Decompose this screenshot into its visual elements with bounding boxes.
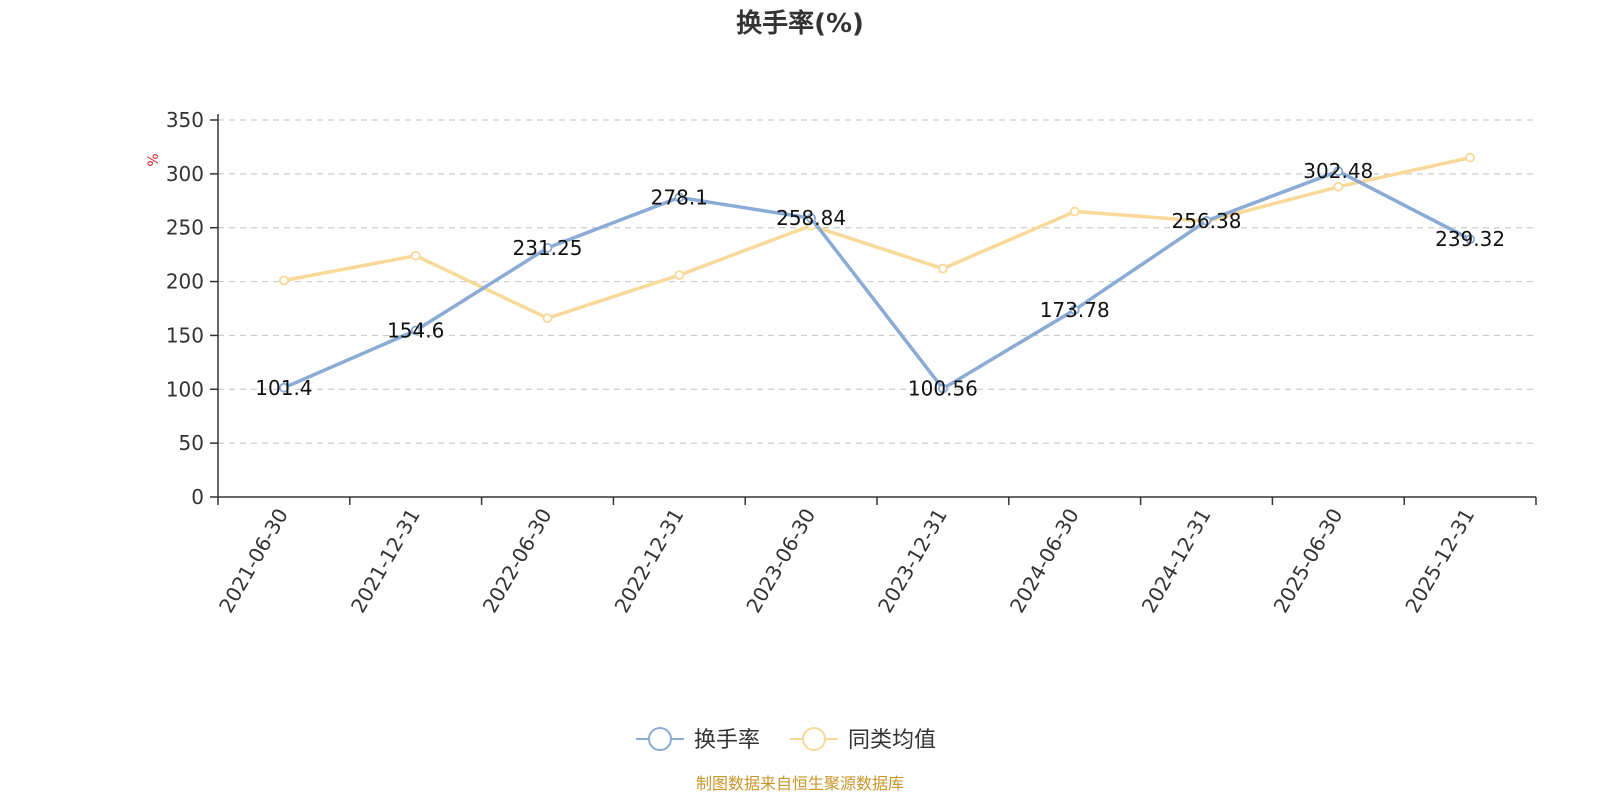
series-line-1 <box>283 155 1471 320</box>
data-point[interactable] <box>1333 166 1344 177</box>
data-point[interactable] <box>410 325 421 336</box>
data-point[interactable] <box>1069 206 1080 217</box>
series-line-0 <box>283 169 1471 391</box>
data-point[interactable] <box>674 270 685 281</box>
data-point[interactable] <box>806 213 816 224</box>
x-tick-label: 2024-12-31 <box>1137 504 1216 617</box>
data-label: 239.32 <box>1435 227 1505 251</box>
data-point[interactable] <box>1201 215 1212 226</box>
data-label: 256.38 <box>1172 209 1242 233</box>
legend-label[interactable]: 换手率 <box>694 728 760 753</box>
data-point[interactable] <box>278 275 289 286</box>
data-point[interactable] <box>938 383 948 394</box>
data-label: 258.84 <box>776 206 846 230</box>
y-tick-label: 0 <box>191 485 204 509</box>
data-label: 173.78 <box>1040 298 1110 322</box>
data-point[interactable] <box>1465 234 1475 245</box>
y-tick-label: 350 <box>166 108 204 132</box>
data-source-note: 制图数据来自恒生聚源数据库 <box>696 774 904 793</box>
data-label: 154.6 <box>387 318 444 342</box>
axes: 0 50 100 150 200 250 300 350 2021-06-30 2021-12-3… <box>166 108 1537 617</box>
legend-symbol-circle[interactable] <box>648 727 672 751</box>
legend-label[interactable]: 同类均值 <box>848 728 936 753</box>
series-lines <box>278 152 1475 394</box>
y-tick-label: 50 <box>179 431 204 455</box>
y-tick-label: 200 <box>166 270 204 294</box>
x-tick-label: 2025-12-31 <box>1400 504 1479 617</box>
data-point[interactable] <box>278 382 289 393</box>
y-tick-label: 250 <box>166 216 204 240</box>
data-point[interactable] <box>1069 304 1080 315</box>
data-point[interactable] <box>542 243 553 253</box>
x-tick-label: 2021-06-30 <box>214 504 293 617</box>
data-label: 101.4 <box>255 376 312 400</box>
data-label: 278.1 <box>651 185 708 209</box>
data-point[interactable] <box>410 250 421 261</box>
legend-symbol-circle[interactable] <box>802 727 826 751</box>
y-tick-label: 100 <box>166 377 204 401</box>
data-point[interactable] <box>1465 152 1475 163</box>
data-labels: 101.4 154.6 231.25 278.1 258.84 100.56 173.78 2… <box>255 159 1505 400</box>
data-label: 231.25 <box>513 236 583 260</box>
data-point[interactable] <box>1333 181 1344 192</box>
y-axis-unit-label: % <box>146 153 162 166</box>
data-point[interactable] <box>938 263 948 274</box>
x-tick-label: 2022-06-30 <box>478 504 557 617</box>
y-tick-label: 150 <box>166 323 204 347</box>
y-tick-label: 300 <box>166 162 204 186</box>
data-label: 100.56 <box>908 377 978 401</box>
x-tick-label: 2021-12-31 <box>346 504 425 617</box>
x-tick-label: 2023-12-31 <box>873 504 952 617</box>
data-label: 302.48 <box>1303 159 1373 183</box>
x-tick-label: 2023-06-30 <box>741 504 820 617</box>
data-point[interactable] <box>542 313 553 324</box>
legend: 换手率 同类均值 <box>636 727 936 753</box>
chart-title: 换手率(%) <box>736 8 864 39</box>
x-tick-label: 2024-06-30 <box>1005 504 1084 617</box>
data-point[interactable] <box>674 192 685 203</box>
x-tick-label: 2022-12-31 <box>609 504 688 617</box>
x-tick-label: 2025-06-30 <box>1268 504 1347 617</box>
